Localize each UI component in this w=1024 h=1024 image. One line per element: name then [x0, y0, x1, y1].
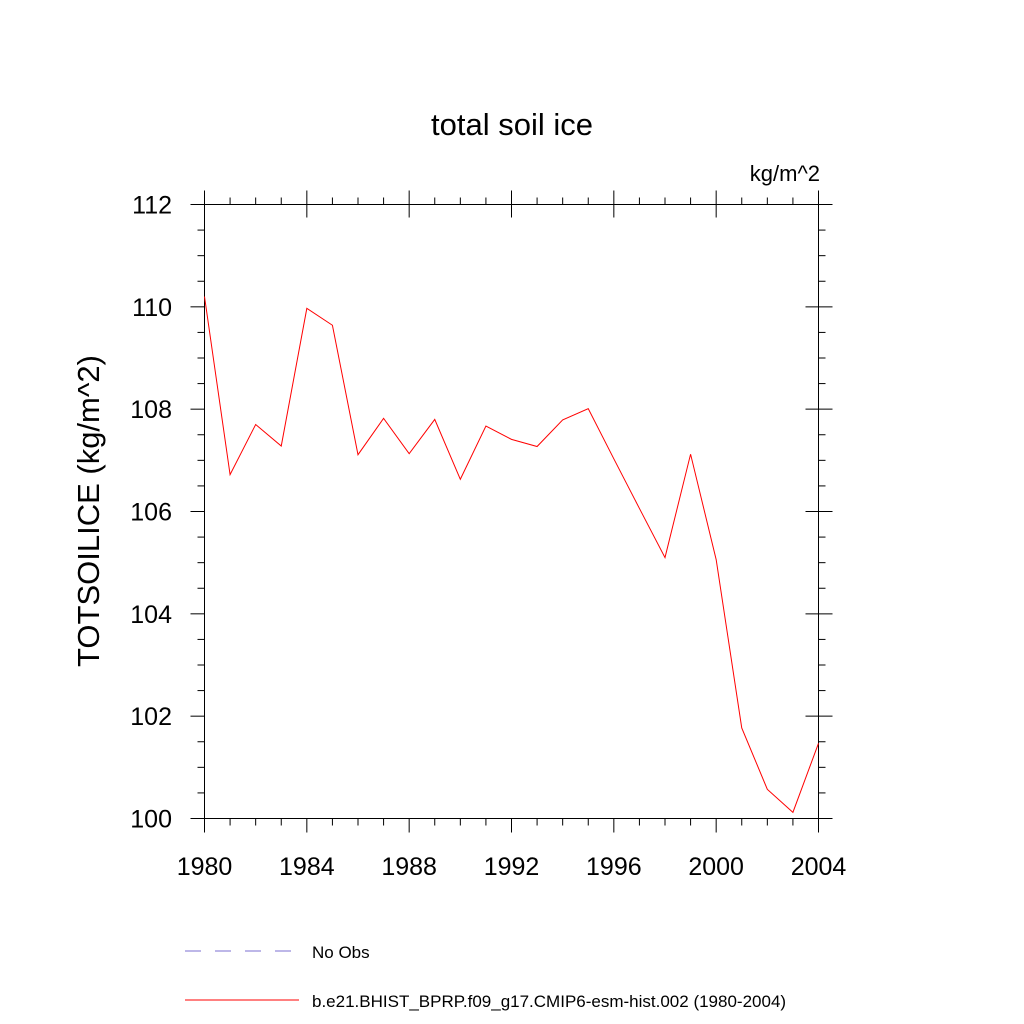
- legend-label-1: b.e21.BHIST_BPRP.f09_g17.CMIP6-esm-hist.…: [312, 992, 786, 1011]
- x-tick-label: 1988: [381, 853, 437, 881]
- y-tick-label: 110: [132, 294, 172, 322]
- y-tick-label: 102: [130, 703, 172, 731]
- plot-frame: [204, 204, 819, 819]
- x-tick-label: 2000: [688, 853, 744, 881]
- axis-ticks: [190, 190, 833, 833]
- legend-label-0: No Obs: [312, 943, 370, 962]
- axis-tick-labels: 1980 1984 1988 1992 1996 2000 2004 100 102 104 106…: [130, 192, 846, 882]
- chart-title: total soil ice: [431, 107, 593, 142]
- legend: No Obs b.e21.BHIST_BPRP.f09_g17.CMIP6-esm…: [185, 943, 786, 1011]
- y-tick-label: 100: [130, 806, 172, 834]
- series-layer: [204, 296, 819, 814]
- y-tick-label: 104: [130, 601, 172, 629]
- x-tick-label: 1980: [177, 853, 233, 881]
- y-tick-label: 108: [130, 396, 172, 424]
- y-tick-label: 112: [132, 192, 172, 220]
- x-tick-label: 2004: [791, 853, 847, 881]
- x-tick-label: 1996: [586, 853, 642, 881]
- x-tick-label: 1992: [484, 853, 540, 881]
- units-label: kg/m^2: [750, 161, 820, 186]
- x-tick-label: 1984: [279, 853, 335, 881]
- series-line-1: [204, 296, 819, 814]
- y-axis-label: TOTSOILICE (kg/m^2): [71, 355, 106, 667]
- y-tick-label: 106: [130, 499, 172, 527]
